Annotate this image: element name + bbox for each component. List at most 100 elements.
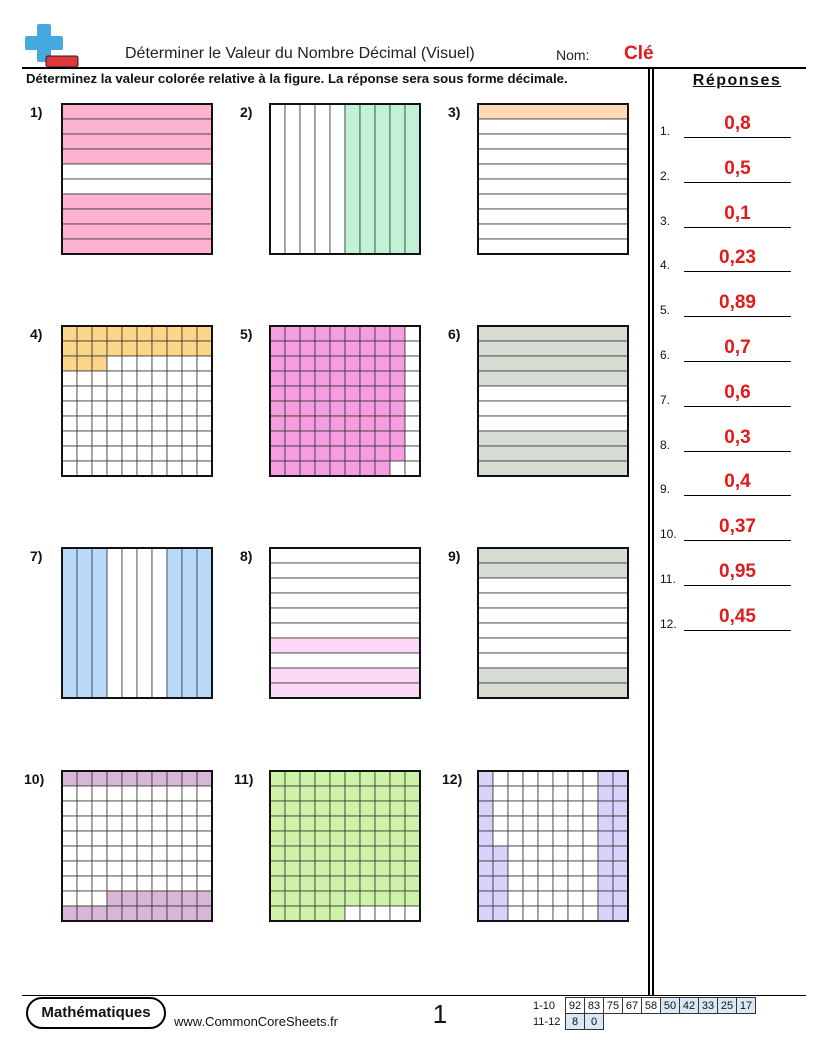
grid-border bbox=[477, 103, 629, 255]
grid-cell bbox=[166, 890, 183, 907]
problem-number: 11) bbox=[234, 771, 254, 787]
brand-badge: Mathématiques bbox=[26, 997, 166, 1029]
grid-cell bbox=[76, 370, 93, 387]
grid-cell bbox=[166, 370, 183, 387]
grid-cell bbox=[61, 890, 78, 907]
grid-cell bbox=[597, 905, 614, 922]
grid-cell bbox=[612, 860, 629, 877]
grid-cell bbox=[76, 890, 93, 907]
grid-cell bbox=[389, 875, 406, 892]
grid-cell bbox=[404, 830, 421, 847]
grid-cell bbox=[136, 905, 153, 922]
grid-strip bbox=[359, 103, 376, 255]
grid-cell bbox=[567, 800, 584, 817]
grid-strip bbox=[61, 178, 213, 195]
grid-cell bbox=[507, 785, 524, 802]
grid-cell bbox=[91, 415, 108, 432]
answer-divider-right bbox=[652, 67, 654, 995]
grid-cell bbox=[196, 845, 213, 862]
score-cell: 33 bbox=[698, 997, 718, 1014]
grid-cell bbox=[374, 415, 391, 432]
grid-cell bbox=[359, 875, 376, 892]
grid-cell bbox=[389, 785, 406, 802]
grid-cell bbox=[612, 830, 629, 847]
grid-cell bbox=[404, 445, 421, 462]
grid-cell bbox=[314, 815, 331, 832]
grid-strip bbox=[477, 592, 629, 609]
grid-cell bbox=[537, 785, 554, 802]
grid-strip bbox=[61, 148, 213, 165]
grid-cell bbox=[344, 460, 361, 477]
grid-cell bbox=[151, 890, 168, 907]
grid-cell bbox=[151, 875, 168, 892]
grid-cell bbox=[522, 860, 539, 877]
grid-cell bbox=[91, 355, 108, 372]
grid-strip bbox=[477, 193, 629, 210]
grid-cell bbox=[552, 905, 569, 922]
grid-cell bbox=[166, 385, 183, 402]
grid-cell bbox=[359, 415, 376, 432]
grid-cell bbox=[196, 460, 213, 477]
grid-cell bbox=[522, 770, 539, 787]
grid-cell bbox=[507, 905, 524, 922]
grid-cell bbox=[91, 785, 108, 802]
grid-cell bbox=[552, 845, 569, 862]
grid-cell bbox=[61, 430, 78, 447]
grid-cell bbox=[91, 815, 108, 832]
grid-strip bbox=[374, 103, 391, 255]
answer-number: 8. bbox=[660, 437, 671, 452]
grid-cell bbox=[404, 770, 421, 787]
grid-strip bbox=[269, 622, 421, 639]
grid-cell bbox=[76, 445, 93, 462]
grid-cell bbox=[76, 400, 93, 417]
grid-strip bbox=[477, 385, 629, 402]
grid-cell bbox=[299, 400, 316, 417]
grid-strip bbox=[196, 547, 213, 699]
grid-cell bbox=[284, 385, 301, 402]
grid-strip bbox=[477, 103, 629, 120]
answer-value: 0,1 bbox=[724, 202, 751, 224]
decimal-grid-figure bbox=[61, 770, 213, 922]
grid-cell bbox=[91, 770, 108, 787]
grid-cell bbox=[136, 815, 153, 832]
answer-row: 3. 0,1 bbox=[660, 200, 795, 230]
grid-cell bbox=[344, 400, 361, 417]
grid-cell bbox=[597, 875, 614, 892]
grid-strip bbox=[151, 547, 168, 699]
grid-cell bbox=[314, 325, 331, 342]
grid-cell bbox=[121, 815, 138, 832]
grid-cell bbox=[136, 325, 153, 342]
answer-value: 0,23 bbox=[719, 247, 756, 269]
grid-cell bbox=[76, 860, 93, 877]
grid-cell bbox=[404, 400, 421, 417]
grid-cell bbox=[61, 845, 78, 862]
grid-cell bbox=[106, 845, 123, 862]
grid-cell bbox=[507, 815, 524, 832]
grid-cell bbox=[151, 800, 168, 817]
grid-cell bbox=[329, 770, 346, 787]
grid-cell bbox=[91, 800, 108, 817]
grid-cell bbox=[121, 370, 138, 387]
answer-number: 5. bbox=[660, 303, 671, 318]
grid-cell bbox=[507, 770, 524, 787]
grid-cell bbox=[359, 445, 376, 462]
grid-cell bbox=[284, 400, 301, 417]
grid-cell bbox=[76, 785, 93, 802]
grid-border bbox=[61, 547, 213, 699]
grid-strip bbox=[389, 103, 406, 255]
grid-cell bbox=[404, 325, 421, 342]
grid-cell bbox=[552, 890, 569, 907]
grid-cell bbox=[151, 400, 168, 417]
grid-cell bbox=[389, 890, 406, 907]
grid-cell bbox=[374, 785, 391, 802]
grid-cell bbox=[492, 905, 509, 922]
grid-cell bbox=[522, 845, 539, 862]
grid-strip bbox=[477, 415, 629, 432]
grid-cell bbox=[344, 875, 361, 892]
grid-cell bbox=[404, 340, 421, 357]
grid-cell bbox=[597, 890, 614, 907]
grid-strip bbox=[61, 118, 213, 135]
decimal-grid-figure bbox=[477, 770, 629, 922]
answer-number: 6. bbox=[660, 348, 671, 362]
grid-cell bbox=[359, 325, 376, 342]
